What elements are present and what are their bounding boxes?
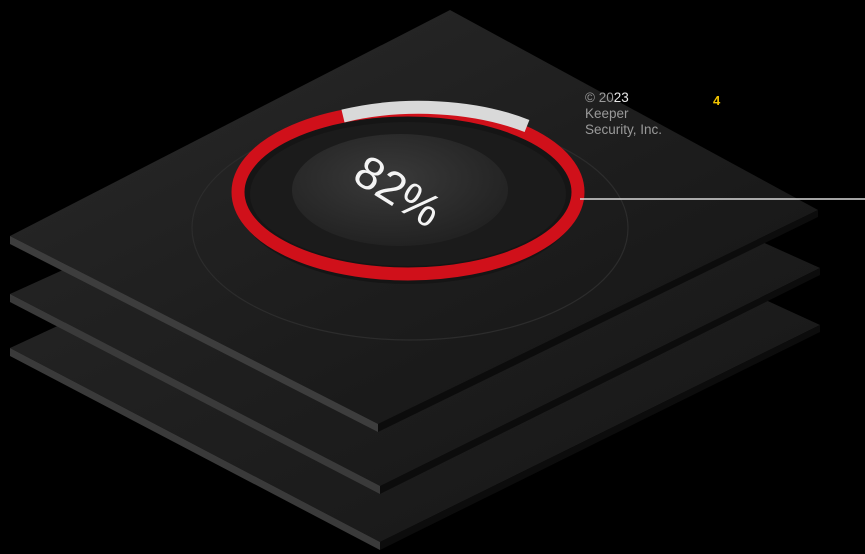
company-line-2: Security, Inc. (585, 122, 663, 137)
copyright-notice: © 2023 Keeper Security, Inc. (585, 90, 662, 138)
gauge: 82% (231, 100, 585, 284)
copyright-year-suffix: 23 (613, 90, 629, 105)
company-line-1: Keeper (585, 106, 629, 121)
gauge-center-disc (292, 134, 508, 246)
copyright-prefix: © 20 (585, 90, 614, 105)
gauge-ring-remaining (341, 100, 530, 133)
page-number: 4 (713, 93, 721, 108)
